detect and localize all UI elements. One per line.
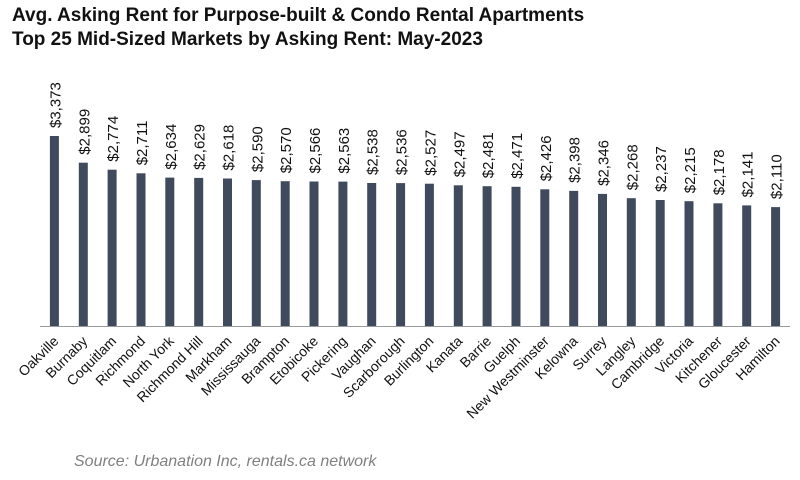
- value-label: $2,481: [480, 132, 497, 178]
- bar-gloucester: [742, 205, 752, 326]
- value-label: $2,426: [538, 135, 555, 181]
- value-label: $2,570: [278, 127, 295, 173]
- value-label: $2,536: [394, 129, 411, 175]
- chart-title-line-1: Avg. Asking Rent for Purpose-built & Con…: [12, 5, 585, 26]
- bar-pickering: [338, 181, 348, 326]
- bar-kanata: [453, 185, 463, 326]
- bar-richmond-hill: [194, 177, 204, 326]
- value-label: $2,634: [163, 124, 180, 170]
- bar-richmond: [136, 173, 146, 326]
- value-label: $2,141: [740, 152, 757, 198]
- bar-langley: [626, 198, 636, 326]
- bar-brampton: [280, 181, 290, 326]
- bar-hamilton: [771, 207, 781, 326]
- value-label: $2,497: [451, 131, 468, 177]
- bars-group: [49, 136, 781, 326]
- value-labels-group: $3,373 $2,899 $2,774 $2,711 $2,634 $2,629 $2,6…: [47, 82, 785, 199]
- value-label: $2,618: [221, 125, 238, 171]
- chart-subtitle: Top 25 Mid-Sized Markets by Asking Rent:…: [12, 29, 483, 50]
- bar-victoria: [684, 201, 694, 326]
- bar-north-york: [165, 177, 175, 326]
- value-label: $2,346: [596, 140, 613, 186]
- value-label: $2,178: [711, 149, 728, 195]
- chart-title: Avg. Asking Rent for Purpose-built & Con…: [12, 4, 584, 52]
- bar-burlington: [424, 183, 434, 326]
- bar-burnaby: [78, 162, 88, 326]
- bar-guelph: [511, 186, 521, 326]
- bar-scarborough: [396, 183, 406, 326]
- bar-vaughan: [367, 183, 377, 326]
- value-label: $2,471: [509, 133, 526, 179]
- bar-kitchener: [713, 203, 723, 326]
- value-label: $2,237: [653, 146, 670, 192]
- value-label: $2,566: [307, 128, 324, 174]
- bar-mississauga: [251, 180, 261, 326]
- bar-kelowna: [569, 190, 579, 326]
- value-label: $2,629: [192, 124, 209, 170]
- bar-coquitlam: [107, 169, 117, 326]
- bar-new-westminster: [540, 189, 550, 326]
- value-label: $2,215: [682, 147, 699, 193]
- value-label: $2,563: [336, 128, 353, 174]
- value-label: $3,373: [47, 82, 64, 128]
- value-label: $2,899: [76, 109, 93, 155]
- value-label: $2,110: [769, 154, 786, 199]
- bar-barrie: [482, 186, 492, 326]
- source-note: Source: Urbanation Inc, rentals.ca netwo…: [74, 453, 377, 470]
- value-label: $2,527: [422, 130, 439, 176]
- value-label: $2,774: [105, 116, 122, 162]
- value-label: $2,590: [249, 126, 266, 172]
- bar-markham: [223, 178, 232, 326]
- bar-oakville: [49, 136, 59, 326]
- value-label: $2,398: [567, 137, 584, 183]
- bar-surrey: [598, 193, 607, 326]
- bar-etobicoke: [309, 181, 319, 326]
- value-label: $2,268: [624, 144, 641, 190]
- bar-cambridge: [655, 200, 665, 326]
- value-label: $2,711: [134, 121, 151, 166]
- value-label: $2,538: [365, 129, 382, 175]
